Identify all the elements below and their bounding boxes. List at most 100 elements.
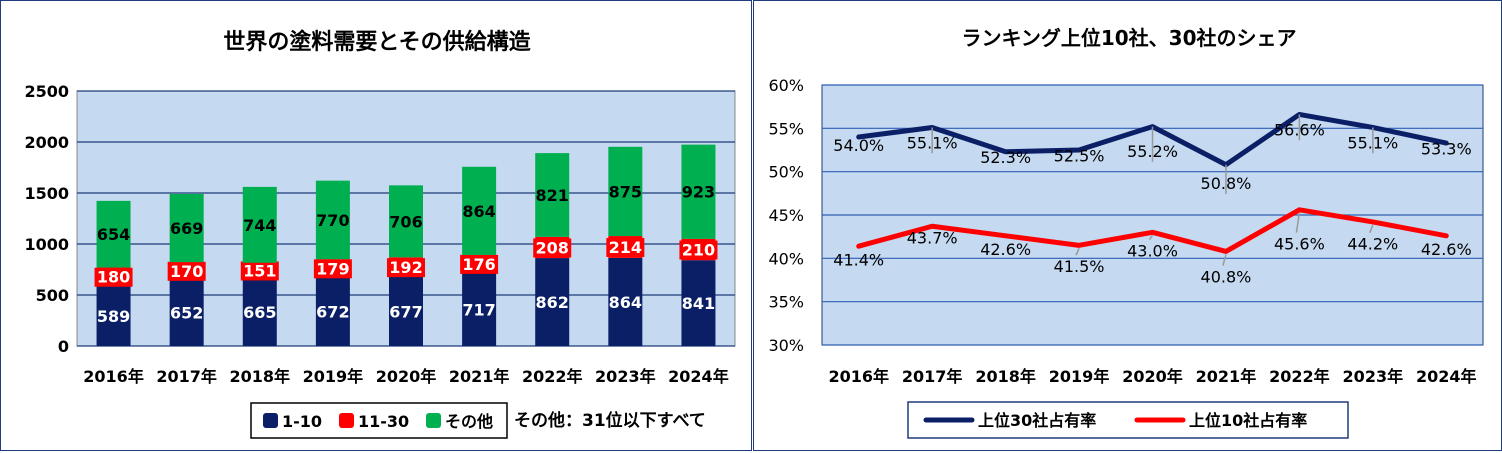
leader-line bbox=[1369, 224, 1374, 233]
bar-segment bbox=[535, 153, 570, 237]
bar-segment bbox=[242, 278, 277, 346]
data-label: 677 bbox=[389, 302, 422, 321]
bar-segment bbox=[608, 257, 643, 346]
x-tick-label: 2016年 bbox=[83, 367, 144, 386]
x-tick-label: 2019年 bbox=[1049, 367, 1110, 386]
data-label: 665 bbox=[243, 303, 276, 322]
y-tick-label: 55% bbox=[768, 119, 804, 138]
bar-segment bbox=[315, 180, 350, 260]
data-label: 192 bbox=[389, 258, 422, 277]
data-label: 589 bbox=[97, 307, 130, 326]
data-label: 210 bbox=[682, 241, 715, 260]
data-label: 56.6% bbox=[1274, 120, 1325, 139]
data-label: 214 bbox=[609, 238, 642, 257]
data-label: 744 bbox=[243, 216, 276, 235]
x-tick-label: 2023年 bbox=[1343, 367, 1404, 386]
legend-swatch bbox=[263, 413, 278, 428]
x-tick-label: 2021年 bbox=[1196, 367, 1257, 386]
data-label: 862 bbox=[536, 293, 569, 312]
legend-box bbox=[907, 401, 1349, 439]
legend-swatch bbox=[426, 413, 441, 428]
data-label-bg bbox=[240, 261, 279, 281]
chart-note: その他：31位以下すべて bbox=[514, 410, 706, 431]
leader-line bbox=[1075, 248, 1080, 256]
legend-box bbox=[250, 402, 508, 439]
data-label: 841 bbox=[682, 294, 715, 313]
data-label: 41.4% bbox=[833, 250, 884, 269]
data-label: 170 bbox=[170, 262, 203, 281]
y-tick-label: 0 bbox=[58, 337, 69, 356]
data-label: 42.6% bbox=[980, 240, 1031, 259]
data-label: 43.7% bbox=[907, 229, 958, 248]
line-chart: ランキング上位10社、30社のシェア 30% 35% 40% 45% 50% 55% 60% 2… bbox=[768, 26, 1484, 439]
bar-segment bbox=[535, 258, 570, 346]
data-label-bg bbox=[167, 261, 206, 281]
x-tick-label: 2020年 bbox=[376, 367, 437, 386]
leader-line bbox=[1222, 254, 1227, 266]
y-tick-label: 40% bbox=[768, 249, 804, 268]
data-label: 864 bbox=[609, 293, 642, 312]
bar-segment bbox=[315, 277, 350, 346]
y-tick-label: 2500 bbox=[24, 82, 69, 101]
data-label: 55.2% bbox=[1127, 142, 1178, 161]
line-chart-panel: ランキング上位10社、30社のシェア 30% 35% 40% 45% 50% 55% 60% 2… bbox=[753, 0, 1502, 451]
data-label: 52.5% bbox=[1054, 146, 1105, 165]
leader-line bbox=[1148, 234, 1154, 241]
data-label: 40.8% bbox=[1201, 268, 1252, 287]
bar-segment bbox=[242, 186, 277, 263]
data-label: 770 bbox=[316, 211, 349, 230]
x-tick-label: 2022年 bbox=[1269, 367, 1330, 386]
data-label: 44.2% bbox=[1347, 235, 1398, 254]
data-label-bg bbox=[533, 238, 572, 258]
data-label: 706 bbox=[389, 212, 422, 231]
legend-label: 11-30 bbox=[358, 412, 409, 431]
bar-segment bbox=[169, 193, 204, 263]
data-label: 864 bbox=[462, 202, 495, 221]
data-label-bg bbox=[313, 259, 352, 279]
stacked-bar-chart-panel: 世界の塗料需要とその供給構造 0 500 1000 1500 2000 2500 589 180… bbox=[0, 0, 752, 451]
x-tick-label: 2024年 bbox=[1416, 367, 1477, 386]
stacked-bar-chart: 世界の塗料需要とその供給構造 0 500 1000 1500 2000 2500 589 180… bbox=[24, 29, 736, 439]
y-tick-label: 60% bbox=[768, 76, 804, 95]
bar-segment bbox=[462, 166, 497, 255]
x-tick-label: 2017年 bbox=[902, 367, 963, 386]
bar-segment bbox=[389, 276, 423, 346]
x-tick-label: 2020年 bbox=[1122, 367, 1183, 386]
data-label: 42.6% bbox=[1421, 240, 1472, 259]
bar-segment bbox=[681, 260, 716, 346]
bar-segment bbox=[681, 144, 716, 239]
x-tick-label: 2019年 bbox=[303, 367, 364, 386]
chart-title: 世界の塗料需要とその供給構造 bbox=[223, 29, 530, 55]
bar-segment bbox=[462, 272, 497, 346]
x-tick-label: 2018年 bbox=[230, 367, 291, 386]
data-label: 717 bbox=[462, 300, 495, 319]
data-label: 50.8% bbox=[1201, 174, 1252, 193]
bar-segment bbox=[169, 279, 204, 346]
data-label: 55.1% bbox=[907, 133, 958, 152]
data-label: 180 bbox=[97, 268, 130, 287]
leader-line bbox=[1295, 212, 1301, 233]
data-label: 43.0% bbox=[1127, 242, 1178, 261]
data-label: 654 bbox=[97, 225, 130, 244]
legend-label: その他 bbox=[445, 412, 493, 431]
x-tick-label: 2018年 bbox=[975, 367, 1036, 386]
chart-title: ランキング上位10社、30社のシェア bbox=[961, 26, 1296, 50]
data-label: 151 bbox=[243, 261, 276, 280]
y-tick-label: 1000 bbox=[24, 235, 69, 254]
data-label: 875 bbox=[609, 182, 642, 201]
data-label: 176 bbox=[462, 255, 495, 274]
x-tick-label: 2017年 bbox=[156, 367, 217, 386]
data-label: 821 bbox=[536, 186, 569, 205]
data-label: 669 bbox=[170, 219, 203, 238]
bar-segment bbox=[389, 185, 423, 258]
legend-label: 1-10 bbox=[282, 412, 322, 431]
data-label-bg bbox=[679, 240, 718, 260]
y-tick-label: 30% bbox=[768, 336, 804, 355]
y-tick-label: 500 bbox=[36, 286, 69, 305]
y-tick-label: 35% bbox=[768, 293, 804, 312]
bar-segment bbox=[96, 285, 131, 346]
data-label: 45.6% bbox=[1274, 235, 1325, 254]
x-tick-label: 2022年 bbox=[522, 367, 583, 386]
data-label: 55.1% bbox=[1347, 133, 1398, 152]
y-tick-label: 1500 bbox=[24, 184, 69, 203]
